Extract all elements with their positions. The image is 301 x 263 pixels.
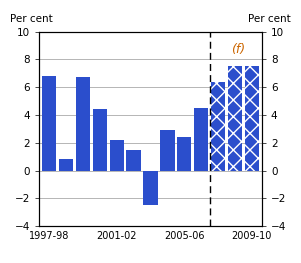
Bar	[42, 76, 56, 171]
Bar	[126, 150, 141, 171]
Bar	[194, 108, 208, 171]
Bar	[228, 66, 242, 171]
Bar	[177, 137, 191, 171]
Bar	[211, 82, 225, 171]
Bar	[110, 140, 124, 171]
Bar	[143, 171, 158, 205]
Bar	[59, 159, 73, 171]
Bar	[93, 109, 107, 171]
Text: Per cent: Per cent	[248, 14, 291, 24]
Bar	[160, 130, 175, 171]
Text: (f): (f)	[231, 43, 245, 56]
Bar	[76, 77, 90, 171]
Text: Per cent: Per cent	[10, 14, 53, 24]
Bar	[245, 66, 259, 171]
